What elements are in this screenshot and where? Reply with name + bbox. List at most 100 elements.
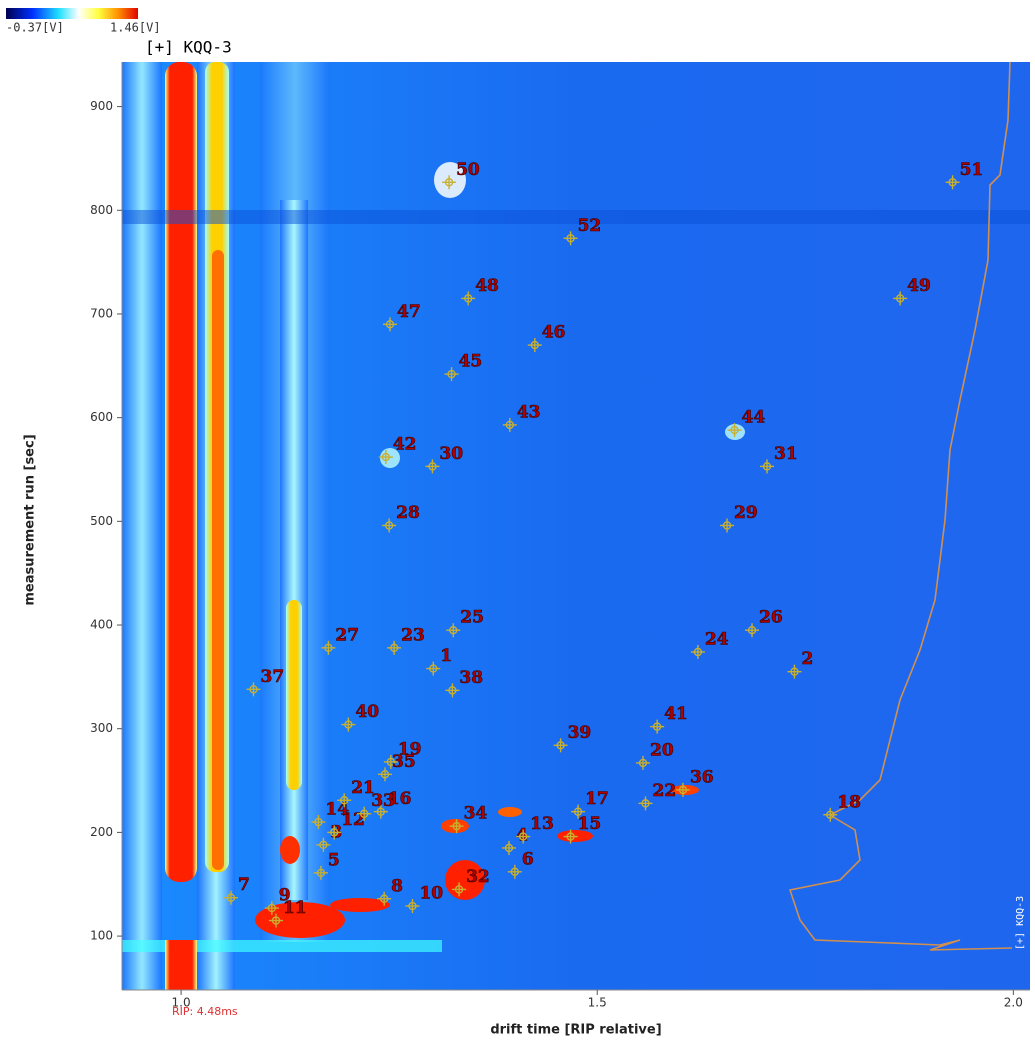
peak-label: 50 bbox=[456, 160, 480, 180]
marker-part bbox=[518, 832, 528, 841]
peak-label: 17 bbox=[585, 789, 609, 809]
peak-marker bbox=[341, 717, 356, 732]
peak-marker bbox=[264, 901, 279, 916]
marker-part bbox=[380, 770, 390, 779]
x-tick-label: 1.0 bbox=[172, 996, 191, 1010]
marker-part bbox=[389, 643, 399, 653]
marker-part bbox=[730, 425, 739, 435]
peak-label: 31 bbox=[774, 444, 798, 464]
peak-label: 18 bbox=[837, 792, 861, 812]
peak-marker bbox=[650, 719, 665, 734]
peak-marker bbox=[553, 738, 568, 753]
peak-label: 44 bbox=[742, 408, 766, 428]
peak-label: 30 bbox=[439, 444, 463, 464]
peak-label: 7 bbox=[238, 875, 250, 895]
peak-label: 24 bbox=[705, 629, 729, 649]
peak-marker bbox=[383, 754, 398, 769]
peak-label: 49 bbox=[907, 276, 931, 296]
peak-label: 19 bbox=[398, 739, 422, 759]
peak-label: 15 bbox=[578, 814, 602, 834]
marker-part bbox=[385, 320, 395, 329]
y-tick-label: 800 bbox=[90, 203, 113, 217]
y-tick-label: 300 bbox=[90, 721, 113, 735]
x-tick-label: 1.5 bbox=[588, 996, 607, 1010]
peak-marker bbox=[382, 317, 397, 332]
peak-label: 52 bbox=[578, 216, 602, 236]
marker-part bbox=[376, 807, 386, 816]
peak-label: 29 bbox=[734, 503, 758, 523]
marker-part bbox=[324, 643, 333, 653]
peak-label: 35 bbox=[392, 752, 416, 772]
peak-label: 25 bbox=[460, 608, 484, 628]
marker-part bbox=[444, 178, 454, 187]
y-tick-label: 500 bbox=[90, 514, 113, 528]
peak-marker bbox=[313, 865, 328, 880]
peak-marker bbox=[945, 175, 960, 190]
marker-part bbox=[747, 626, 757, 635]
peak-marker bbox=[638, 796, 653, 811]
marker-part bbox=[386, 757, 396, 767]
peak-label: 45 bbox=[459, 352, 483, 372]
peak-label: 11 bbox=[283, 898, 307, 918]
peak-label: 39 bbox=[568, 723, 592, 743]
marker-part bbox=[271, 916, 281, 925]
peak-label: 22 bbox=[652, 781, 676, 801]
peak-label: 33 bbox=[371, 791, 395, 811]
peak-label: 2 bbox=[801, 649, 813, 669]
y-tick-label: 100 bbox=[90, 929, 113, 943]
peak-marker bbox=[327, 825, 342, 840]
marker-part bbox=[722, 521, 732, 530]
peak-label: 41 bbox=[664, 704, 688, 724]
peak-marker bbox=[516, 829, 531, 844]
peak-marker bbox=[246, 682, 261, 697]
peak-label: 9 bbox=[279, 886, 291, 906]
peak-label: 47 bbox=[397, 302, 421, 322]
marker-part bbox=[384, 521, 394, 530]
peak-marker bbox=[426, 661, 441, 676]
marker-part bbox=[948, 178, 957, 187]
marker-part bbox=[790, 667, 799, 676]
y-axis-label: measurement run [sec] bbox=[23, 434, 38, 605]
peak-marker bbox=[316, 837, 331, 852]
peak-label: 38 bbox=[459, 668, 483, 688]
peak-marker bbox=[635, 755, 650, 770]
marker-part bbox=[408, 901, 417, 911]
peak-label: 13 bbox=[530, 814, 554, 834]
y-tick-label: 700 bbox=[90, 306, 113, 320]
marker-part bbox=[826, 810, 835, 819]
marker-part bbox=[556, 741, 565, 750]
marker-part bbox=[464, 294, 473, 303]
peak-label: 20 bbox=[650, 740, 674, 760]
peak-marker bbox=[893, 291, 908, 306]
marker-part bbox=[249, 685, 258, 694]
marker-part bbox=[504, 843, 514, 853]
marker-part bbox=[381, 452, 391, 462]
marker-part bbox=[638, 758, 648, 768]
peak-label: 6 bbox=[522, 849, 534, 869]
peak-marker bbox=[268, 913, 283, 928]
side-label: [+] KQQ-3 bbox=[1015, 896, 1026, 950]
marker-part bbox=[652, 722, 662, 731]
peak-label: 28 bbox=[396, 503, 420, 523]
peak-marker bbox=[563, 231, 578, 246]
peak-marker bbox=[571, 804, 586, 819]
marker-part bbox=[448, 686, 457, 695]
marker-part bbox=[314, 817, 323, 827]
peak-label: 5 bbox=[328, 850, 340, 870]
peak-label: 26 bbox=[759, 608, 783, 628]
peak-marker bbox=[675, 782, 690, 797]
peak-marker bbox=[311, 815, 326, 830]
peak-marker bbox=[405, 899, 420, 914]
marker-part bbox=[447, 369, 456, 379]
peak-label: 46 bbox=[542, 323, 566, 343]
marker-part bbox=[449, 626, 458, 635]
marker-part bbox=[452, 821, 461, 831]
peak-marker bbox=[452, 882, 467, 897]
marker-part bbox=[379, 894, 389, 903]
peak-label: 51 bbox=[960, 160, 984, 180]
peak-marker bbox=[527, 338, 542, 353]
marker-part bbox=[340, 796, 349, 805]
peak-marker bbox=[442, 175, 457, 190]
peak-label: 21 bbox=[351, 778, 375, 798]
